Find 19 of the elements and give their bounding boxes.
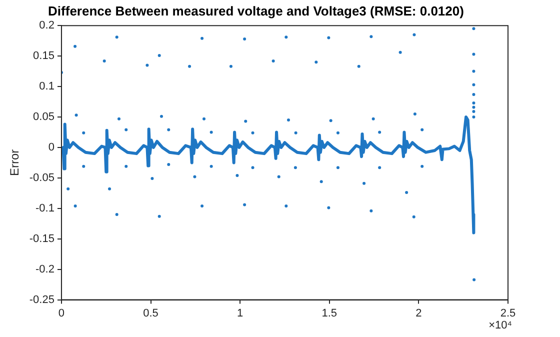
y-axis-title: Error (8, 149, 22, 176)
x-tick-label: 0.5 (143, 307, 158, 320)
y-tick-label: 0.1 (39, 80, 54, 93)
y-tick-label: -0.25 (29, 294, 54, 306)
x-tick-label: 2.5 (500, 307, 516, 320)
chart-title: Difference Between measured voltage and Voltage3 (RMSE: 0.0120) (48, 3, 464, 18)
x-tick-label: 1 (237, 307, 244, 320)
y-tick-label: 0.15 (33, 50, 54, 62)
y-tick-label: -0.15 (29, 232, 54, 245)
y-tick-label: -0.1 (36, 202, 54, 214)
x-tick-label: 2 (416, 307, 422, 320)
x-tick-label: 1.5 (322, 307, 338, 320)
y-tick-label: 0.05 (33, 111, 54, 124)
y-tick-label: -0.2 (36, 263, 54, 276)
y-tick-label: 0.2 (39, 20, 54, 32)
x-tick-label: 0 (58, 307, 65, 320)
text: ×10⁴ (488, 319, 512, 332)
y-tick-label: -0.05 (29, 172, 54, 184)
y-tick-label: 0 (48, 142, 54, 154)
